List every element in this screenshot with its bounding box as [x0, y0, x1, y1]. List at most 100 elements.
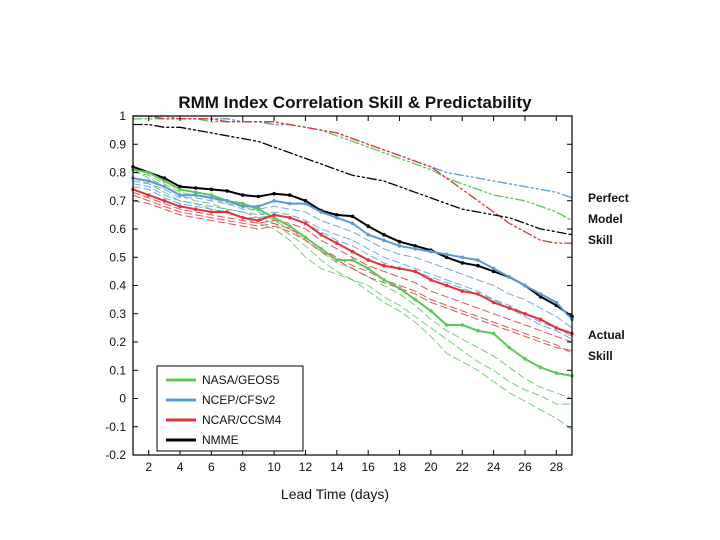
data-point	[538, 292, 543, 296]
actual-label-line: Skill	[588, 349, 613, 363]
series-line-nasa-geos5	[132, 168, 573, 377]
data-point	[429, 249, 433, 254]
data-point	[209, 210, 214, 214]
data-point	[350, 249, 355, 254]
data-point	[397, 239, 402, 244]
data-point	[146, 193, 151, 197]
data-point	[256, 194, 261, 199]
actual-label-line: Actual	[588, 328, 625, 342]
series-line-nmme	[132, 165, 573, 318]
member-line-nasa-geos5	[132, 177, 573, 431]
perfect-skill-line-nmme	[132, 123, 573, 236]
data-point	[335, 213, 339, 217]
data-point	[444, 252, 449, 257]
data-point	[303, 201, 308, 206]
actual-skill-label: Actual Skill	[588, 325, 625, 367]
y-tick-label: 0.3	[109, 307, 126, 321]
y-tick-label: 0.1	[109, 363, 126, 377]
data-point	[162, 184, 167, 189]
perfect-skill-line-ncar-ccsm4	[132, 115, 573, 244]
data-point	[303, 235, 308, 240]
data-point	[444, 283, 449, 288]
y-tick-label: 0.4	[109, 279, 126, 293]
data-point	[554, 326, 559, 330]
data-point	[193, 207, 198, 211]
data-point	[366, 232, 371, 237]
member-line-nasa-geos5	[132, 172, 573, 399]
data-point	[523, 357, 527, 361]
data-point	[209, 187, 214, 192]
y-tick-label: 0.2	[109, 335, 126, 349]
data-point	[460, 261, 465, 265]
data-point	[460, 289, 465, 293]
data-point	[335, 241, 339, 245]
data-point	[241, 201, 245, 206]
data-point	[178, 193, 182, 197]
data-point	[146, 179, 151, 183]
member-line-ncar-ccsm4	[132, 194, 573, 354]
data-point	[272, 199, 276, 203]
y-tick-label: -0.1	[105, 420, 126, 434]
data-point	[382, 232, 386, 237]
perfect-skill-line-ncep-cfsv2	[132, 115, 573, 199]
chart-title: RMM Index Correlation Skill & Predictabi…	[178, 93, 532, 112]
member-line-ncep-cfsv2	[132, 183, 573, 337]
data-point	[319, 232, 323, 237]
x-tick-label: 2	[145, 460, 152, 474]
data-point	[538, 295, 543, 299]
legend-box	[156, 365, 304, 452]
data-point	[413, 247, 418, 251]
data-point	[554, 371, 559, 375]
data-point	[146, 170, 151, 175]
y-tick-label: 0.6	[109, 222, 126, 236]
data-point	[429, 278, 433, 282]
x-tick-label: 10	[267, 460, 281, 474]
data-point	[241, 215, 245, 220]
data-point	[193, 190, 198, 195]
member-line-ncep-cfsv2	[132, 186, 573, 340]
x-tick-label: 20	[424, 460, 438, 474]
data-point	[272, 215, 276, 220]
data-point	[241, 193, 245, 197]
data-point	[476, 328, 480, 333]
perfect-skill-line-nasa-geos5	[132, 118, 573, 222]
data-point	[162, 199, 167, 203]
data-point	[178, 204, 182, 209]
data-point	[288, 215, 292, 220]
data-point	[162, 176, 167, 180]
data-point	[335, 215, 339, 220]
data-point	[256, 204, 261, 209]
data-point	[193, 186, 198, 190]
data-point	[491, 300, 496, 305]
x-tick-label: 14	[330, 460, 344, 474]
x-tick-label: 6	[208, 460, 215, 474]
data-point	[382, 238, 386, 243]
x-tick-label: 8	[239, 460, 246, 474]
data-point	[444, 323, 449, 327]
x-tick-label: 16	[361, 460, 375, 474]
data-point	[413, 244, 418, 248]
data-point	[491, 331, 496, 336]
data-point	[382, 278, 386, 282]
data-point	[303, 221, 308, 226]
data-point	[272, 213, 276, 217]
data-point	[397, 286, 402, 291]
data-point	[256, 218, 261, 223]
x-tick-label: 4	[177, 460, 184, 474]
data-point	[193, 193, 198, 197]
data-point	[288, 201, 292, 206]
data-point	[397, 244, 402, 248]
data-point	[162, 179, 167, 183]
x-axis-label: Lead Time (days)	[280, 486, 390, 502]
data-point	[538, 317, 543, 322]
data-point	[507, 345, 512, 350]
perfect-label-line: Skill	[588, 233, 613, 247]
data-point	[476, 258, 480, 262]
data-point	[288, 193, 292, 197]
data-point	[523, 283, 527, 288]
y-tick-label: 0.8	[109, 166, 126, 180]
data-point	[209, 193, 214, 197]
x-tick-label: 24	[487, 460, 501, 474]
x-tick-label: 18	[393, 460, 407, 474]
data-point	[460, 255, 465, 260]
